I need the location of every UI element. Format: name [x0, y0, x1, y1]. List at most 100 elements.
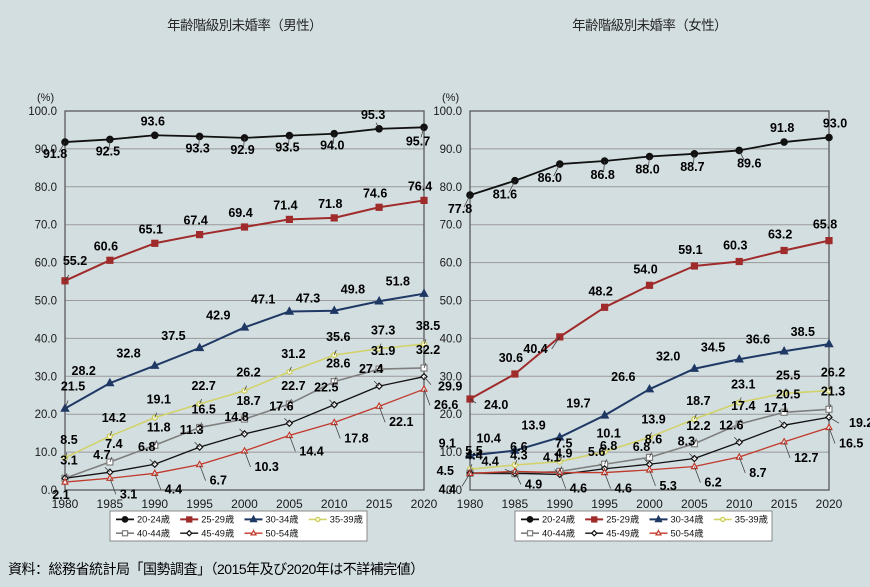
- svg-text:3.1: 3.1: [120, 487, 137, 501]
- svg-text:45-49歳: 45-49歳: [606, 528, 639, 539]
- svg-text:28.6: 28.6: [326, 357, 350, 371]
- svg-text:95.3: 95.3: [361, 108, 385, 122]
- svg-text:69.4: 69.4: [228, 206, 252, 220]
- svg-text:26.2: 26.2: [236, 366, 260, 380]
- svg-text:45-49歳: 45-49歳: [201, 528, 234, 539]
- svg-text:19.1: 19.1: [147, 393, 171, 407]
- svg-text:35.6: 35.6: [326, 330, 350, 344]
- svg-text:20.0: 20.0: [440, 409, 462, 421]
- svg-text:1995: 1995: [186, 497, 213, 511]
- svg-text:22.7: 22.7: [191, 379, 215, 393]
- svg-text:74.6: 74.6: [363, 186, 387, 200]
- svg-text:14.8: 14.8: [224, 410, 248, 424]
- svg-text:17.4: 17.4: [731, 399, 755, 413]
- svg-text:60.0: 60.0: [440, 258, 462, 270]
- svg-text:40-44歳: 40-44歳: [137, 528, 170, 539]
- svg-text:92.9: 92.9: [230, 143, 254, 157]
- svg-text:2010: 2010: [726, 497, 753, 511]
- svg-text:(%): (%): [37, 92, 54, 104]
- svg-text:2000: 2000: [231, 497, 258, 511]
- svg-text:13.9: 13.9: [641, 412, 665, 426]
- svg-text:2.1: 2.1: [52, 488, 69, 502]
- svg-text:51.8: 51.8: [386, 275, 410, 289]
- svg-text:88.0: 88.0: [635, 162, 659, 176]
- svg-text:50.0: 50.0: [440, 296, 462, 308]
- svg-text:48.2: 48.2: [588, 284, 612, 298]
- svg-text:3.1: 3.1: [60, 453, 77, 467]
- svg-text:77.8: 77.8: [448, 202, 472, 216]
- svg-text:35-39歳: 35-39歳: [330, 514, 363, 525]
- svg-text:1990: 1990: [546, 497, 573, 511]
- svg-text:13.9: 13.9: [521, 418, 545, 432]
- svg-text:93.0: 93.0: [823, 117, 847, 131]
- svg-text:26.2: 26.2: [821, 366, 845, 380]
- svg-text:59.1: 59.1: [678, 243, 702, 257]
- svg-text:4.4: 4.4: [465, 448, 482, 462]
- svg-text:38.5: 38.5: [416, 319, 440, 333]
- svg-text:31.2: 31.2: [281, 347, 305, 361]
- svg-text:50-54歳: 50-54歳: [671, 528, 704, 539]
- svg-text:8.7: 8.7: [749, 466, 766, 480]
- svg-text:20.5: 20.5: [776, 387, 800, 401]
- svg-text:10.3: 10.3: [255, 460, 279, 474]
- svg-text:17.1: 17.1: [764, 401, 788, 415]
- svg-text:2000: 2000: [636, 497, 663, 511]
- svg-text:8.3: 8.3: [678, 435, 695, 449]
- svg-text:17.6: 17.6: [269, 399, 293, 413]
- svg-text:1980: 1980: [457, 497, 484, 511]
- svg-text:63.2: 63.2: [768, 227, 792, 241]
- svg-text:20-24歳: 20-24歳: [542, 514, 575, 525]
- svg-text:1990: 1990: [141, 497, 168, 511]
- svg-text:4.6: 4.6: [570, 482, 587, 496]
- svg-text:12.6: 12.6: [719, 418, 743, 432]
- svg-text:4.7: 4.7: [93, 448, 110, 462]
- svg-text:22.5: 22.5: [314, 381, 338, 395]
- svg-text:4.4: 4.4: [439, 482, 456, 496]
- svg-text:11.8: 11.8: [147, 420, 171, 434]
- svg-text:95.7: 95.7: [406, 134, 430, 148]
- svg-text:76.4: 76.4: [408, 179, 432, 193]
- svg-text:24.0: 24.0: [484, 398, 508, 412]
- svg-text:27.4: 27.4: [359, 362, 383, 376]
- svg-text:100.0: 100.0: [433, 106, 462, 118]
- svg-text:65.1: 65.1: [139, 222, 163, 236]
- svg-text:12.2: 12.2: [686, 419, 710, 433]
- svg-text:21.5: 21.5: [61, 380, 85, 394]
- svg-text:4.9: 4.9: [525, 477, 542, 491]
- svg-text:40.0: 40.0: [440, 333, 462, 345]
- svg-text:50.0: 50.0: [35, 296, 57, 308]
- svg-text:19.7: 19.7: [566, 396, 590, 410]
- svg-text:6.8: 6.8: [633, 440, 650, 454]
- svg-text:91.8: 91.8: [43, 147, 67, 161]
- svg-text:10.0: 10.0: [35, 447, 57, 459]
- svg-text:1995: 1995: [591, 497, 618, 511]
- svg-text:32.2: 32.2: [416, 343, 440, 357]
- svg-text:17.8: 17.8: [344, 432, 368, 446]
- svg-text:30-34歳: 30-34歳: [266, 514, 299, 525]
- svg-text:12.7: 12.7: [794, 451, 818, 465]
- svg-text:28.2: 28.2: [72, 364, 96, 378]
- svg-text:35-39歳: 35-39歳: [735, 514, 768, 525]
- svg-text:9.1: 9.1: [439, 437, 456, 451]
- svg-text:2015: 2015: [771, 497, 798, 511]
- svg-text:49.8: 49.8: [341, 282, 365, 296]
- svg-text:91.8: 91.8: [770, 121, 794, 135]
- svg-text:54.0: 54.0: [633, 262, 657, 276]
- svg-text:(%): (%): [442, 92, 459, 104]
- svg-text:5.6: 5.6: [588, 445, 605, 459]
- svg-text:38.5: 38.5: [791, 325, 815, 339]
- svg-text:70.0: 70.0: [35, 220, 57, 232]
- svg-text:93.5: 93.5: [275, 141, 299, 155]
- svg-text:71.4: 71.4: [273, 198, 297, 212]
- svg-text:86.8: 86.8: [590, 168, 614, 182]
- svg-text:60.0: 60.0: [35, 258, 57, 270]
- svg-text:86.0: 86.0: [538, 171, 562, 185]
- svg-text:70.0: 70.0: [440, 220, 462, 232]
- svg-text:30.0: 30.0: [35, 371, 57, 383]
- svg-text:2020: 2020: [411, 497, 438, 511]
- svg-text:4.5: 4.5: [437, 464, 454, 478]
- svg-text:42.9: 42.9: [206, 308, 230, 322]
- svg-text:14.4: 14.4: [299, 444, 323, 458]
- svg-text:2020: 2020: [816, 497, 843, 511]
- svg-text:5.3: 5.3: [660, 479, 677, 493]
